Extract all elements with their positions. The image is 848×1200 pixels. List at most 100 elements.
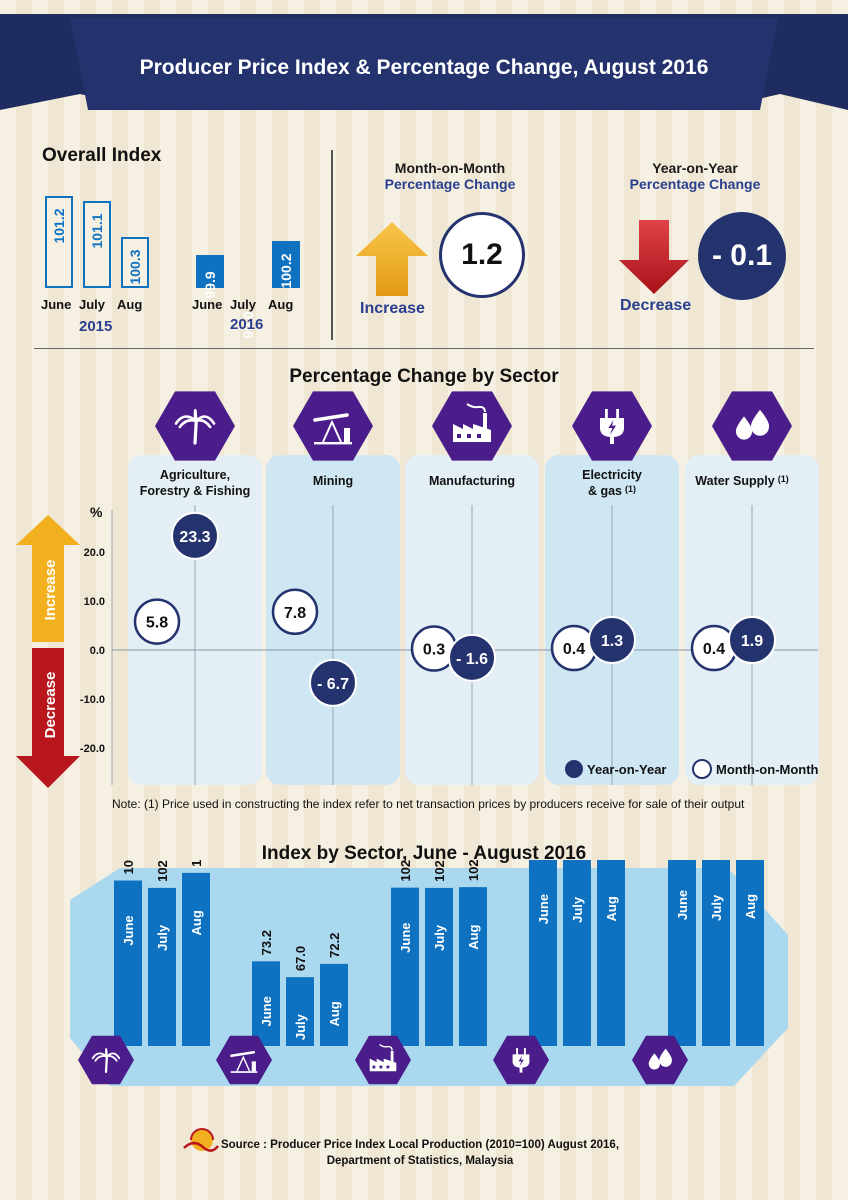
legend-mom-marker xyxy=(692,759,712,779)
water-drops-icon xyxy=(632,1035,688,1085)
decrease-arrow-icon xyxy=(16,648,80,788)
sector-change-chart: % 20.0 10.0 0.0 -10.0 -20.0 Increase Decrease Ag… xyxy=(16,391,819,788)
increase-arrow-icon xyxy=(356,222,428,296)
index-bar-month: Aug xyxy=(189,910,204,935)
mom-point-label: 5.8 xyxy=(146,615,168,632)
index-bar xyxy=(182,872,210,1046)
index-bar-value: 102.3 xyxy=(466,860,481,881)
mom-point-label: 0.4 xyxy=(703,641,725,658)
source-line-2: Department of Statistics, Malaysia xyxy=(326,1155,514,1167)
overall-bar-2015 xyxy=(121,236,149,288)
index-bar-value: 67.0 xyxy=(293,946,308,971)
mom-point-label: 0.3 xyxy=(423,642,445,659)
index-bar xyxy=(425,887,453,1046)
source-note: Source : Producer Price Index Local Prod… xyxy=(200,1137,640,1169)
index-bar-month: Aug xyxy=(327,1001,342,1026)
yoy-point: 1.9 xyxy=(728,616,776,664)
yoy-direction: Decrease xyxy=(620,297,692,314)
index-bar-month: Aug xyxy=(466,924,481,949)
yoy-point-label: 1.9 xyxy=(741,633,763,650)
index-bar-value: 102.0 xyxy=(432,860,447,882)
mom-direction: Increase xyxy=(360,300,425,317)
mom-point: 7.8 xyxy=(271,588,319,636)
yoy-subtitle: Percentage Change xyxy=(629,176,761,192)
y-axis-unit: % xyxy=(90,504,103,520)
yoy-point-label: - 1.6 xyxy=(456,651,488,668)
index-bar-month: Aug xyxy=(604,896,619,921)
oil-pump-icon xyxy=(293,391,373,461)
vertical-divider xyxy=(331,150,333,340)
index-by-sector-chart: 104.9 June 102.0 July 107.9 Aug 73.2 June 67.0 Ju… xyxy=(70,860,788,1086)
yoy-heading: Year-on-Year Percentage Change xyxy=(615,160,775,192)
index-bar-month: June xyxy=(398,922,413,952)
index-bar-month: July xyxy=(709,894,724,921)
water-drops-icon xyxy=(712,391,792,461)
index-bar xyxy=(252,961,280,1046)
sector-name: Agriculture, xyxy=(160,468,230,482)
mom-point: 0.4 xyxy=(550,624,598,672)
overall-month-label: June xyxy=(192,297,223,312)
index-bar-value: 102.0 xyxy=(155,860,170,882)
y-tick-label: -20.0 xyxy=(80,743,105,755)
yoy-point-label: - 6.7 xyxy=(317,676,349,693)
yoy-point: 1.3 xyxy=(588,616,636,664)
yoy-point: 23.3 xyxy=(171,511,219,560)
decrease-label: Decrease xyxy=(42,672,59,739)
overall-bar-value: 100.3 xyxy=(127,248,143,285)
mom-point-label: 0.4 xyxy=(563,641,585,658)
sector-name: Mining xyxy=(313,474,353,488)
dosm-logo-icon xyxy=(183,1128,219,1152)
yoy-point: - 6.7 xyxy=(309,658,357,707)
sector-name: Forestry & Fishing xyxy=(140,484,250,498)
plug-icon xyxy=(493,1035,549,1085)
legend-mom-label: Month-on-Month xyxy=(716,762,819,777)
factory-icon xyxy=(355,1035,411,1085)
index-bar xyxy=(320,963,348,1046)
y-tick-label: 0.0 xyxy=(90,645,105,657)
index-bar-month: July xyxy=(155,924,170,951)
oil-pump-icon xyxy=(216,1035,272,1085)
overall-bar-value: 101.1 xyxy=(89,212,105,249)
index-bar-month: June xyxy=(259,996,274,1026)
mom-point-label: 7.8 xyxy=(284,605,306,622)
sector-name: Water Supply (1) xyxy=(695,474,788,488)
index-bar-value: 104.9 xyxy=(121,860,136,875)
increase-label: Increase xyxy=(42,560,59,621)
footnote: Note: (1) Price used in constructing the… xyxy=(112,797,745,811)
legend-yoy-marker xyxy=(565,760,583,778)
index-bar xyxy=(114,880,142,1046)
index-bar xyxy=(736,860,764,1046)
index-bar xyxy=(286,977,314,1046)
index-bar-value: 102.1 xyxy=(398,860,413,882)
y-tick-label: 20.0 xyxy=(84,547,105,559)
factory-icon xyxy=(432,391,512,461)
index-bar-month: Aug xyxy=(743,894,758,919)
palm-tree-icon xyxy=(155,391,235,461)
title-banner xyxy=(0,14,848,110)
sector-name: Electricity xyxy=(582,468,642,482)
yoy-point: - 1.6 xyxy=(448,633,496,682)
y-tick-label: 10.0 xyxy=(84,596,105,608)
index-bar-month: June xyxy=(536,894,551,924)
overall-bar-2016 xyxy=(196,254,224,288)
sector-heading: Percentage Change by Sector xyxy=(289,366,559,387)
yoy-title: Year-on-Year xyxy=(652,160,738,176)
index-bar xyxy=(529,860,557,1046)
overall-month-label: June xyxy=(41,297,72,312)
index-bar-value: 73.2 xyxy=(259,930,274,955)
mom-point: 5.8 xyxy=(133,598,181,645)
index-bar xyxy=(597,860,625,1046)
index-heading: Index by Sector, June - August 2016 xyxy=(261,843,587,864)
mom-title: Month-on-Month xyxy=(394,160,506,176)
index-bar xyxy=(668,860,696,1046)
index-bar xyxy=(391,887,419,1046)
overall-month-label: July xyxy=(79,297,106,312)
overall-bar-value: 100.2 xyxy=(278,253,294,289)
index-bar-month: June xyxy=(675,890,690,920)
sector-footnote-mark: (1) xyxy=(778,474,789,484)
index-bar-month: July xyxy=(570,896,585,923)
decrease-arrow-icon xyxy=(619,220,689,294)
mom-subtitle: Percentage Change xyxy=(384,176,516,192)
overall-month-label: Aug xyxy=(117,297,143,312)
index-bar-month: July xyxy=(293,1013,308,1040)
